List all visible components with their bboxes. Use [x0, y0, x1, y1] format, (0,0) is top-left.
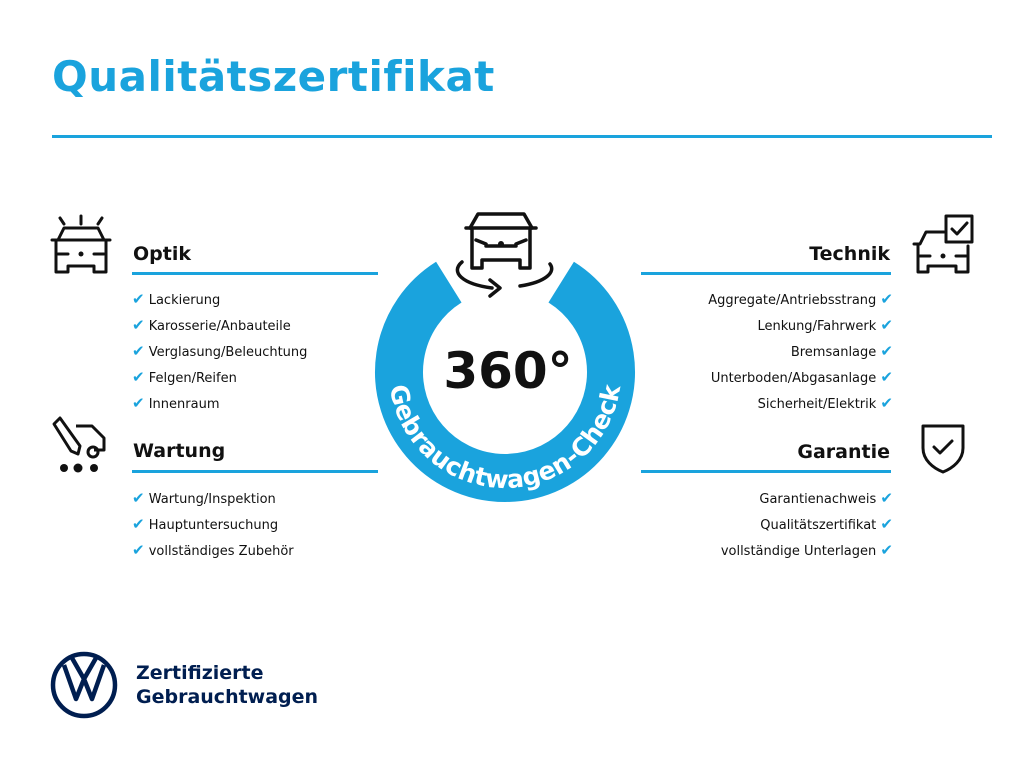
- list-item: Garantienachweis ✔: [759, 489, 893, 507]
- list-item: Sicherheit/Elektrik ✔: [757, 394, 893, 412]
- brand-name: Zertifizierte Gebrauchtwagen: [136, 662, 319, 708]
- list-item: ✔ Hauptuntersuchung: [132, 515, 279, 533]
- garantie-checklist: Garantienachweis ✔ Qualitätszertifikat ✔…: [600, 486, 893, 564]
- badge-ring: [375, 261, 635, 502]
- check-icon: ✔: [880, 290, 893, 308]
- list-item: ✔ Felgen/Reifen: [132, 368, 237, 386]
- shield-check-icon: [921, 424, 965, 474]
- check-icon: ✔: [132, 368, 145, 386]
- list-item: ✔ Lackierung: [132, 290, 221, 308]
- list-item: Aggregate/Antriebsstrang ✔: [708, 290, 893, 308]
- check-icon: ✔: [132, 541, 145, 559]
- car-lights-icon: [50, 214, 112, 274]
- list-item: ✔ Innenraum: [132, 394, 220, 412]
- list-item: vollständige Unterlagen ✔: [720, 541, 893, 559]
- technik-checklist: Aggregate/Antriebsstrang ✔ Lenkung/Fahrw…: [600, 287, 893, 417]
- check-icon: ✔: [880, 489, 893, 507]
- list-item: ✔ Karosserie/Anbauteile: [132, 316, 291, 334]
- list-item: ✔ vollständiges Zubehör: [132, 541, 294, 559]
- badge-degrees: 360°: [443, 342, 572, 400]
- list-item: Qualitätszertifikat ✔: [760, 515, 893, 533]
- wartung-checklist: ✔ Wartung/Inspektion ✔ Hauptuntersuchung…: [132, 486, 294, 564]
- section-heading-optik: Optik: [133, 243, 191, 265]
- check-icon: ✔: [132, 394, 145, 412]
- section-heading-wartung: Wartung: [133, 440, 226, 462]
- section-divider: [132, 470, 378, 473]
- section-divider: [641, 272, 891, 275]
- page-title: Qualitätszertifikat: [52, 52, 495, 101]
- check-icon: ✔: [880, 394, 893, 412]
- list-item: ✔ Wartung/Inspektion: [132, 489, 276, 507]
- check-icon: ✔: [880, 541, 893, 559]
- check-icon: ✔: [880, 368, 893, 386]
- section-divider: [641, 470, 891, 473]
- section-heading-garantie: Garantie: [797, 441, 890, 463]
- check-icon: ✔: [132, 316, 145, 334]
- check-icon: ✔: [880, 342, 893, 360]
- check-icon: ✔: [880, 316, 893, 334]
- list-item: ✔ Verglasung/Beleuchtung: [132, 342, 308, 360]
- car-rotate-360-icon: [455, 212, 554, 298]
- vw-logo: [50, 651, 118, 719]
- list-item: Bremsanlage ✔: [790, 342, 893, 360]
- car-checkbox-icon: [912, 214, 974, 274]
- check-icon: ✔: [132, 342, 145, 360]
- section-divider: [132, 272, 378, 275]
- section-heading-technik: Technik: [809, 243, 890, 265]
- check-icon: ✔: [132, 489, 145, 507]
- check-icon: ✔: [132, 290, 145, 308]
- car-service-pencil-icon: [52, 416, 106, 473]
- check-icon: ✔: [880, 515, 893, 533]
- list-item: Unterboden/Abgasanlage ✔: [710, 368, 893, 386]
- optik-checklist: ✔ Lackierung ✔ Karosserie/Anbauteile ✔ V…: [132, 287, 307, 417]
- title-divider: [52, 135, 992, 138]
- check-icon: ✔: [132, 515, 145, 533]
- list-item: Lenkung/Fahrwerk ✔: [757, 316, 893, 334]
